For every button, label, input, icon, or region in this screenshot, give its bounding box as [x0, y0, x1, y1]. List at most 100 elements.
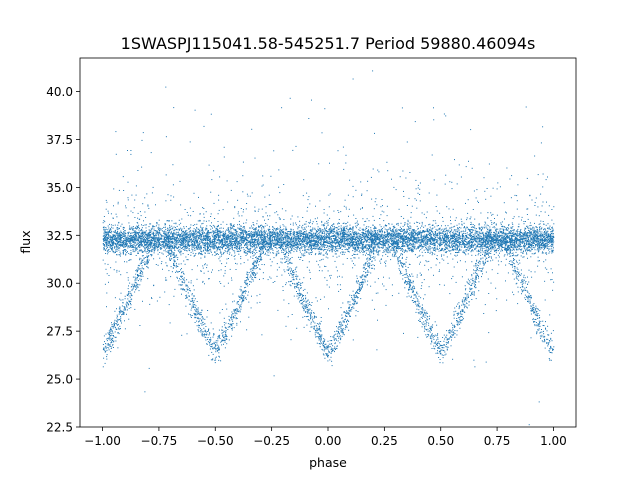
data-point — [331, 241, 333, 243]
data-point — [178, 246, 180, 247]
data-point — [403, 190, 404, 192]
data-point — [513, 247, 515, 249]
data-point — [270, 247, 272, 249]
data-point — [289, 233, 291, 235]
data-point — [214, 244, 216, 246]
data-point — [186, 243, 188, 245]
data-point — [282, 237, 284, 239]
data-point — [224, 235, 226, 237]
data-point — [314, 237, 316, 239]
data-point — [381, 237, 383, 239]
data-point — [220, 251, 222, 253]
data-point — [131, 235, 133, 237]
data-point — [541, 227, 543, 229]
data-point — [288, 245, 289, 247]
data-point — [121, 242, 123, 244]
data-point — [503, 247, 505, 248]
data-point — [321, 244, 323, 246]
data-point — [306, 192, 308, 194]
data-point — [435, 242, 437, 244]
data-point — [454, 238, 456, 240]
data-point — [275, 240, 277, 242]
data-point — [486, 260, 488, 262]
data-point — [496, 239, 498, 241]
data-point — [290, 237, 292, 239]
data-point — [493, 249, 495, 251]
data-point — [143, 240, 145, 241]
data-point — [486, 240, 488, 242]
data-point — [513, 216, 515, 218]
data-point — [446, 256, 448, 258]
data-point — [495, 238, 497, 239]
data-point — [164, 239, 166, 241]
data-point — [366, 232, 368, 234]
data-point — [408, 250, 410, 252]
data-point — [277, 232, 279, 234]
data-point — [402, 234, 404, 236]
data-point — [278, 228, 280, 230]
data-point — [119, 232, 121, 234]
data-point — [478, 226, 480, 228]
data-point — [238, 243, 239, 245]
data-point — [205, 244, 206, 246]
data-point — [337, 232, 339, 234]
data-point — [505, 228, 507, 230]
data-point — [464, 246, 465, 248]
data-point — [332, 231, 334, 233]
data-point — [173, 295, 175, 297]
data-point — [266, 239, 268, 241]
data-point — [155, 264, 157, 265]
data-point — [281, 229, 283, 231]
data-point — [339, 233, 341, 235]
data-point — [199, 247, 201, 249]
data-point — [383, 226, 385, 228]
data-point — [430, 241, 431, 242]
data-point — [549, 225, 551, 227]
data-point — [487, 242, 489, 244]
data-point — [488, 249, 490, 251]
data-point — [406, 250, 408, 252]
data-point — [511, 249, 513, 251]
data-point — [279, 237, 281, 239]
data-point — [461, 276, 463, 278]
data-point — [243, 250, 245, 252]
data-point — [168, 253, 170, 255]
data-point — [338, 225, 340, 227]
data-point — [234, 241, 236, 243]
data-point — [461, 230, 463, 232]
data-point — [325, 234, 327, 235]
data-point — [326, 235, 328, 237]
data-point — [109, 240, 111, 242]
data-point — [362, 239, 363, 240]
data-point — [520, 251, 522, 253]
data-point — [190, 234, 192, 235]
data-point — [219, 232, 221, 233]
data-point — [375, 240, 377, 242]
data-point — [159, 247, 161, 249]
data-point — [506, 240, 508, 242]
data-point — [387, 232, 389, 234]
data-point — [185, 241, 187, 242]
data-point — [171, 236, 173, 238]
data-point — [380, 258, 382, 260]
data-point — [497, 239, 499, 241]
data-point — [265, 230, 267, 232]
data-point — [413, 229, 415, 231]
data-point — [147, 235, 149, 236]
data-point — [222, 239, 224, 241]
data-point — [173, 234, 175, 236]
data-point — [331, 241, 333, 243]
data-point — [534, 238, 536, 240]
data-point — [522, 251, 524, 253]
data-point — [517, 231, 518, 233]
data-point — [463, 230, 464, 232]
data-point — [451, 243, 453, 245]
data-point — [541, 242, 543, 244]
data-point — [297, 248, 299, 250]
data-point — [443, 240, 445, 242]
data-point — [479, 233, 481, 235]
data-point — [198, 233, 200, 234]
data-point — [349, 245, 351, 247]
data-point — [321, 241, 323, 243]
data-point — [531, 237, 533, 239]
